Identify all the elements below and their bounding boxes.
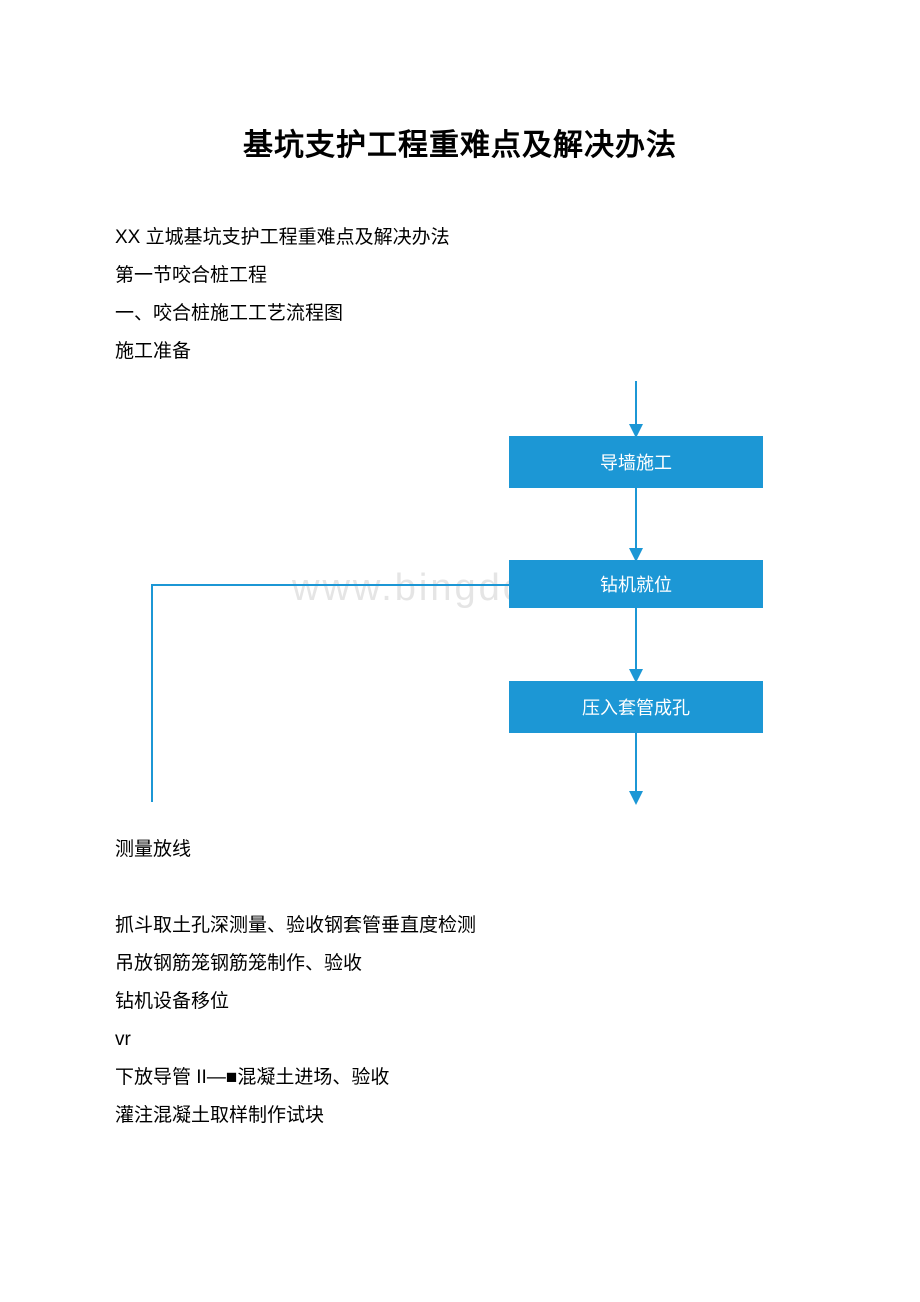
paragraph: 下放导管 II—■混凝土进场、验收 xyxy=(115,1059,805,1097)
paragraph: 一、咬合桩施工工艺流程图 xyxy=(115,295,805,333)
flow-node: 导墙施工 xyxy=(509,436,763,488)
flow-connector xyxy=(151,584,509,586)
flow-node: 压入套管成孔 xyxy=(509,681,763,733)
paragraph: 吊放钢筋笼钢筋笼制作、验收 xyxy=(115,945,805,983)
paragraph: 抓斗取土孔深测量、验收钢套管垂直度检测 xyxy=(115,907,805,945)
paragraph: 第一节咬合桩工程 xyxy=(115,257,805,295)
paragraph: vr xyxy=(115,1021,805,1059)
body-block-upper: XX 立城基坑支护工程重难点及解决办法 第一节咬合桩工程 一、咬合桩施工工艺流程… xyxy=(115,219,805,371)
flow-arrow xyxy=(635,608,637,681)
paragraph: XX 立城基坑支护工程重难点及解决办法 xyxy=(115,219,805,257)
paragraph: 施工准备 xyxy=(115,333,805,371)
page-title: 基坑支护工程重难点及解决办法 xyxy=(115,120,805,164)
document-page: 基坑支护工程重难点及解决办法 XX 立城基坑支护工程重难点及解决办法 第一节咬合… xyxy=(0,0,920,1175)
flow-connector xyxy=(151,584,153,802)
paragraph: 灌注混凝土取样制作试块 xyxy=(115,1097,805,1135)
flow-arrow xyxy=(635,488,637,560)
flowchart: www.bingdoc.com 导墙施工 钻机就位 压入套管成孔 xyxy=(115,381,805,831)
body-block-lower: 测量放线 抓斗取土孔深测量、验收钢套管垂直度检测 吊放钢筋笼钢筋笼制作、验收 钻… xyxy=(115,831,805,1135)
flow-arrow xyxy=(635,381,637,436)
flow-arrow xyxy=(635,733,637,803)
paragraph: 测量放线 xyxy=(115,831,805,869)
arrow-head-icon xyxy=(629,791,643,805)
flow-node: 钻机就位 xyxy=(509,560,763,608)
paragraph: 钻机设备移位 xyxy=(115,983,805,1021)
paragraph xyxy=(115,869,805,907)
